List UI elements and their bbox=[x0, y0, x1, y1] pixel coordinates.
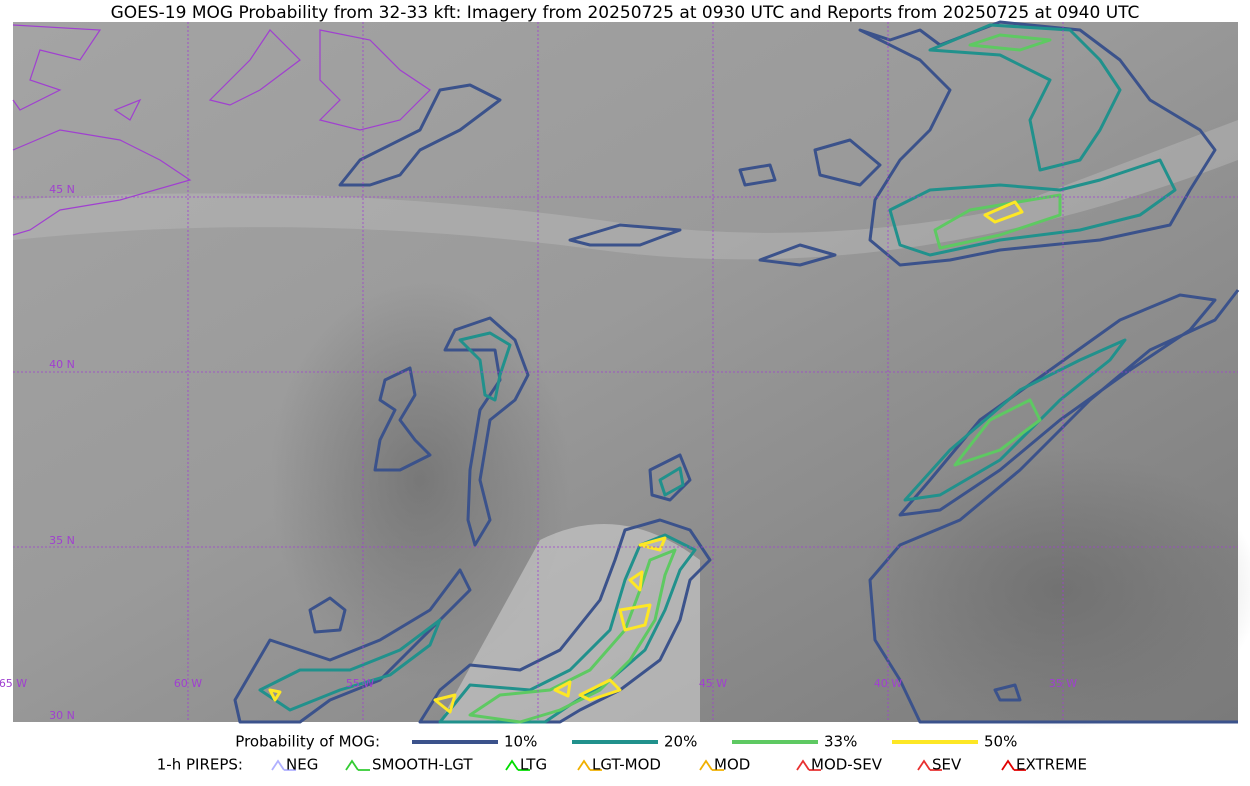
legend-label: 33% bbox=[824, 733, 857, 751]
grid: 45 N 40 N 35 N 30 N 65 W 60 W 55 W 45 W 40 W 35 W bbox=[0, 22, 1238, 722]
pirep-label: SEV bbox=[932, 756, 962, 774]
pirep-label: MOD bbox=[714, 756, 750, 774]
pirep-symbol bbox=[796, 759, 821, 771]
pirep-label: MOD-SEV bbox=[811, 756, 883, 774]
pirep-symbol bbox=[345, 759, 370, 771]
lat-label: 40 N bbox=[49, 358, 75, 371]
pirep-symbol bbox=[271, 759, 296, 771]
legend-label: 20% bbox=[664, 733, 697, 751]
lat-label: 45 N bbox=[49, 183, 75, 196]
legend: Probability of MOG: 10% 20% 33% 50% 1-h PIREP… bbox=[157, 733, 1087, 774]
pirep-label: NEG bbox=[286, 756, 318, 774]
map-title: GOES-19 MOG Probability from 32-33 kft: … bbox=[111, 3, 1140, 23]
legend-title: 1-h PIREPS: bbox=[157, 756, 243, 774]
legend-label: 10% bbox=[504, 733, 537, 751]
lon-label: 35 W bbox=[1049, 677, 1077, 690]
lat-label: 35 N bbox=[49, 534, 75, 547]
map: 45 N 40 N 35 N 30 N 65 W 60 W 55 W 45 W 40 W 35 W bbox=[0, 20, 1250, 730]
pirep-symbol bbox=[505, 759, 530, 771]
lon-label: 55 W bbox=[346, 677, 374, 690]
pirep-label: LGT-MOD bbox=[592, 756, 661, 774]
lon-label: 45 W bbox=[699, 677, 727, 690]
lat-label: 30 N bbox=[49, 709, 75, 722]
lon-label: 40 W bbox=[874, 677, 902, 690]
pirep-symbol bbox=[699, 759, 724, 771]
pirep-label: LTG bbox=[520, 756, 547, 774]
pirep-symbol bbox=[577, 759, 602, 771]
legend-label: 50% bbox=[984, 733, 1017, 751]
pirep-label: EXTREME bbox=[1016, 756, 1087, 774]
legend-title: Probability of MOG: bbox=[235, 733, 380, 751]
mog-contours bbox=[233, 20, 1240, 724]
pirep-label: SMOOTH-LGT bbox=[372, 756, 473, 774]
pirep-symbol bbox=[1001, 759, 1026, 771]
pirep-symbol bbox=[917, 759, 942, 771]
lon-label: 60 W bbox=[174, 677, 202, 690]
lon-label: 65 W bbox=[0, 677, 27, 690]
